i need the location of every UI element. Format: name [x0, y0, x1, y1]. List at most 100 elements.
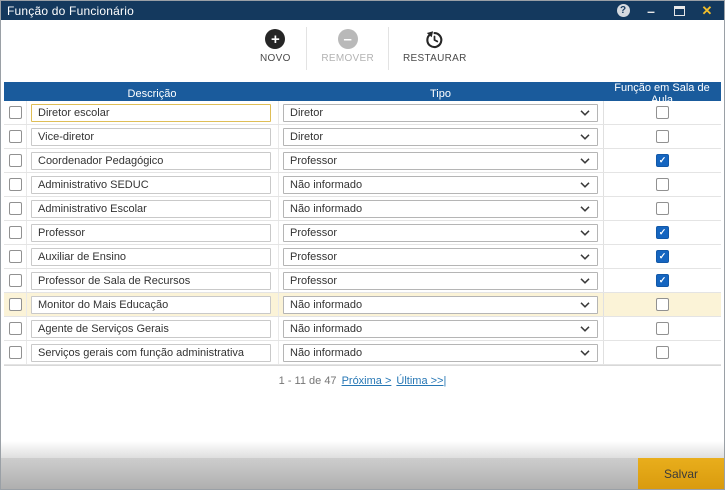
new-button[interactable]: + NOVO — [244, 27, 306, 70]
chevron-down-icon — [580, 277, 590, 284]
tipo-select-value: Professor — [290, 154, 338, 167]
tipo-select[interactable]: Professor — [283, 151, 598, 170]
tipo-select[interactable]: Professor — [283, 223, 598, 242]
row-select-checkbox[interactable] — [8, 226, 22, 239]
column-header-funcao-sala: Função em Sala de Aula — [614, 82, 710, 106]
tipo-select[interactable]: Não informado — [283, 343, 598, 362]
new-button-label: NOVO — [260, 53, 291, 64]
tipo-select[interactable]: Não informado — [283, 175, 598, 194]
minimize-button[interactable]: – — [640, 2, 662, 19]
table-row: Diretor — [4, 125, 721, 149]
row-select-checkbox[interactable] — [8, 106, 22, 119]
tipo-select[interactable]: Não informado — [283, 199, 598, 218]
descricao-cell — [26, 101, 278, 124]
descricao-input[interactable] — [31, 223, 271, 242]
tipo-select-value: Professor — [290, 226, 338, 239]
row-select-cell — [4, 293, 26, 316]
tipo-select[interactable]: Não informado — [283, 319, 598, 338]
descricao-cell — [26, 341, 278, 364]
descricao-input[interactable] — [31, 175, 271, 194]
funcao-sala-checkbox[interactable] — [656, 130, 669, 143]
row-select-cell — [4, 149, 26, 172]
row-select-checkbox[interactable] — [8, 154, 22, 167]
descricao-input[interactable] — [31, 103, 271, 122]
funcao-sala-cell — [603, 341, 721, 364]
restore-icon — [426, 31, 443, 49]
row-select-checkbox[interactable] — [8, 250, 22, 263]
funcao-sala-checkbox[interactable]: ✓ — [656, 274, 669, 287]
chevron-down-icon — [580, 301, 590, 308]
plus-circle-icon: + — [265, 29, 286, 49]
tipo-select-value: Professor — [290, 274, 338, 287]
row-select-cell — [4, 197, 26, 220]
descricao-cell — [26, 197, 278, 220]
row-select-checkbox[interactable] — [8, 274, 22, 287]
tipo-select[interactable]: Diretor — [283, 127, 598, 146]
funcao-sala-checkbox[interactable]: ✓ — [656, 226, 669, 239]
tipo-select-value: Não informado — [290, 298, 363, 311]
funcao-sala-cell — [603, 173, 721, 196]
row-select-checkbox[interactable] — [8, 178, 22, 191]
restore-button-label: RESTAURAR — [403, 53, 467, 64]
maximize-icon — [673, 5, 685, 16]
funcao-sala-checkbox[interactable]: ✓ — [656, 250, 669, 263]
row-select-checkbox[interactable] — [8, 298, 22, 311]
funcao-sala-checkbox[interactable] — [656, 322, 669, 335]
tipo-select[interactable]: Professor — [283, 271, 598, 290]
descricao-input[interactable] — [31, 295, 271, 314]
help-button[interactable]: ? — [612, 2, 634, 19]
tipo-select[interactable]: Professor — [283, 247, 598, 266]
descricao-input[interactable] — [31, 271, 271, 290]
funcao-sala-checkbox[interactable] — [656, 346, 669, 359]
descricao-input[interactable] — [31, 127, 271, 146]
descricao-input[interactable] — [31, 247, 271, 266]
row-select-checkbox[interactable] — [8, 130, 22, 143]
funcao-sala-cell: ✓ — [603, 149, 721, 172]
minus-circle-icon: – — [337, 29, 358, 49]
row-select-checkbox[interactable] — [8, 322, 22, 335]
table-row: Diretor — [4, 101, 721, 125]
tipo-cell: Diretor — [278, 101, 603, 124]
funcao-sala-checkbox[interactable]: ✓ — [656, 154, 669, 167]
pagination-last-link[interactable]: Última >>| — [396, 375, 447, 387]
restore-button[interactable]: RESTAURAR — [388, 27, 481, 70]
tipo-select-value: Professor — [290, 250, 338, 263]
descricao-input[interactable] — [31, 199, 271, 218]
row-select-checkbox[interactable] — [8, 346, 22, 359]
descricao-cell — [26, 317, 278, 340]
chevron-down-icon — [580, 205, 590, 212]
funcao-sala-checkbox[interactable] — [656, 202, 669, 215]
tipo-select[interactable]: Diretor — [283, 103, 598, 122]
descricao-input[interactable] — [31, 319, 271, 338]
tipo-select-value: Não informado — [290, 178, 363, 191]
close-button[interactable]: ✕ — [696, 2, 718, 19]
row-select-cell — [4, 341, 26, 364]
pagination-next-link[interactable]: Próxima > — [341, 375, 392, 387]
descricao-cell — [26, 173, 278, 196]
row-select-cell — [4, 125, 26, 148]
row-select-cell — [4, 245, 26, 268]
table-row: Não informado — [4, 197, 721, 221]
descricao-input[interactable] — [31, 151, 271, 170]
funcao-sala-checkbox[interactable] — [656, 106, 669, 119]
tipo-select[interactable]: Não informado — [283, 295, 598, 314]
descricao-cell — [26, 245, 278, 268]
help-icon: ? — [616, 4, 630, 17]
save-button[interactable]: Salvar — [638, 458, 724, 489]
maximize-button[interactable] — [668, 2, 690, 19]
chevron-down-icon — [580, 133, 590, 140]
chevron-down-icon — [580, 325, 590, 332]
table-row: Professor ✓ — [4, 221, 721, 245]
toolbar: + NOVO – REMOVER RESTAURAR — [1, 20, 724, 70]
funcao-sala-checkbox[interactable] — [656, 298, 669, 311]
table-row: Professor ✓ — [4, 149, 721, 173]
funcao-sala-cell: ✓ — [603, 221, 721, 244]
pagination-status: 1 - 11 de 47 — [278, 375, 337, 387]
descricao-input[interactable] — [31, 343, 271, 362]
funcao-sala-cell — [603, 197, 721, 220]
funcao-sala-checkbox[interactable] — [656, 178, 669, 191]
row-select-checkbox[interactable] — [8, 202, 22, 215]
tipo-select-value: Não informado — [290, 202, 363, 215]
employee-function-table: Descrição Tipo Função em Sala de Aula Di… — [4, 82, 721, 366]
chevron-down-icon — [580, 253, 590, 260]
